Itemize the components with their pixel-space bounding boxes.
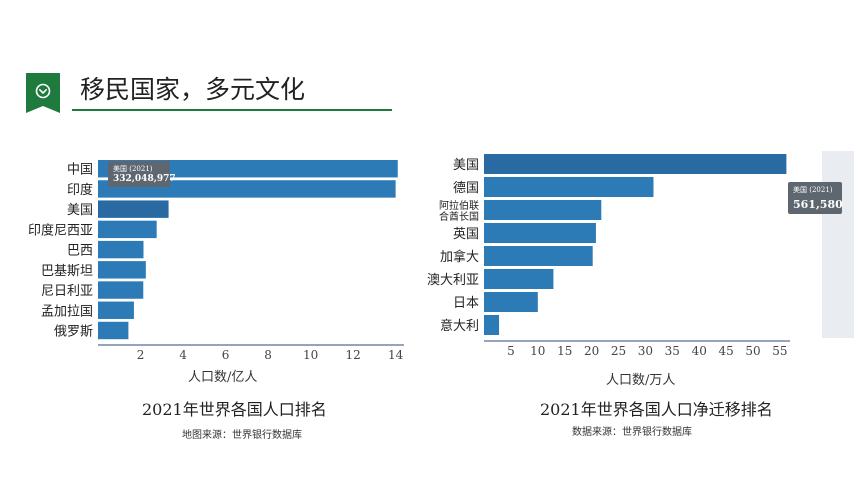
tooltip-label: 美国 (2021) xyxy=(793,185,833,194)
x-tick-label: 10 xyxy=(530,344,545,358)
bar-8[interactable] xyxy=(98,301,134,319)
tooltip-label: 美国 (2021) xyxy=(113,164,153,173)
x-tick-label: 2 xyxy=(137,348,145,360)
bar-3[interactable] xyxy=(484,200,602,220)
x-tick-label: 14 xyxy=(388,348,404,360)
chart1-source: 地图来源：世界银行数据库 xyxy=(182,430,302,441)
category-label: 德国 xyxy=(453,181,479,196)
bar-5[interactable] xyxy=(98,240,144,259)
x-tick-label: 10 xyxy=(303,348,318,360)
bar-2[interactable] xyxy=(98,180,396,198)
chart2-source: 数据来源：世界银行数据库 xyxy=(572,427,692,438)
category-label: 阿拉伯联 xyxy=(439,199,479,212)
bar-2[interactable] xyxy=(484,177,654,197)
bar-7[interactable] xyxy=(98,281,144,299)
category-label: 巴基斯坦 xyxy=(41,264,93,279)
x-tick-label: 20 xyxy=(584,344,599,358)
bar-3[interactable] xyxy=(98,200,169,218)
bar-4[interactable] xyxy=(98,220,157,239)
bar-6[interactable] xyxy=(98,261,146,279)
x-tick-label: 8 xyxy=(264,348,272,360)
header-badge xyxy=(26,73,60,113)
x-tick-label: 12 xyxy=(345,348,360,360)
category-label: 美国 xyxy=(453,158,479,173)
tooltip: 美国 (2021)332,048,977 xyxy=(108,161,176,187)
category-label: 俄罗斯 xyxy=(54,324,93,339)
x-tick-label: 50 xyxy=(745,344,760,358)
x-tick-label: 4 xyxy=(179,348,187,360)
category-label: 英国 xyxy=(453,227,479,242)
category-label: 澳大利亚 xyxy=(427,272,479,288)
chevron-down-circle-icon xyxy=(35,83,51,99)
category-label: 尼日利亚 xyxy=(41,284,93,299)
x-tick-label: 5 xyxy=(507,344,515,358)
bar-1[interactable] xyxy=(98,160,398,178)
tooltip: 美国 (2021) 561,580 xyxy=(788,182,843,214)
bar-7[interactable] xyxy=(484,292,538,312)
bar-8[interactable] xyxy=(484,315,500,335)
category-label: 合酋长国 xyxy=(439,210,479,223)
page-title: 移民国家，多元文化 xyxy=(80,75,306,104)
x-tick-label: 45 xyxy=(718,344,733,358)
chart2-caption: 2021年世界各国人口净迁移排名 xyxy=(540,400,773,419)
tooltip-value: 561,580 xyxy=(793,198,843,211)
hover-panel xyxy=(822,151,854,338)
category-label: 印度尼西亚 xyxy=(28,222,93,238)
title-underline xyxy=(72,109,392,111)
category-label: 加拿大 xyxy=(440,249,479,265)
category-label: 中国 xyxy=(67,163,93,178)
chart1-caption: 2021年世界各国人口排名 xyxy=(142,400,327,419)
x-tick-label: 35 xyxy=(665,344,680,358)
x-tick-label: 15 xyxy=(557,344,572,358)
x-tick-label: 6 xyxy=(222,348,230,360)
bar-4[interactable] xyxy=(484,223,596,243)
x-tick-label: 40 xyxy=(692,344,707,358)
chart1-xaxis-label: 人口数/亿人 xyxy=(188,370,258,385)
category-label: 印度 xyxy=(67,182,93,198)
category-label: 孟加拉国 xyxy=(41,304,93,319)
bar-5[interactable] xyxy=(484,246,593,266)
bar-6[interactable] xyxy=(484,269,554,289)
bar-9[interactable] xyxy=(98,321,129,340)
category-label: 日本 xyxy=(453,296,479,311)
category-label: 意大利 xyxy=(440,318,479,334)
x-tick-label: 55 xyxy=(772,344,787,358)
category-label: 美国 xyxy=(67,203,93,218)
category-label: 巴西 xyxy=(67,244,93,259)
tooltip-value: 332,048,977 xyxy=(113,174,176,184)
chart2-xaxis-label: 人口数/万人 xyxy=(606,373,676,388)
bar-1[interactable] xyxy=(484,154,787,174)
x-tick-label: 25 xyxy=(611,344,626,358)
x-tick-label: 30 xyxy=(638,344,653,358)
